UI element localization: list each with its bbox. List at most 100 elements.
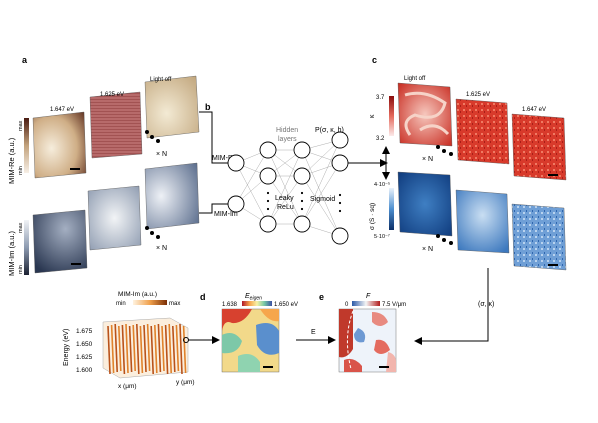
scale-bar [379, 366, 389, 368]
field-scale-min: 0 [345, 302, 349, 308]
spectrum-trace [161, 325, 165, 372]
network-edge [301, 139, 341, 225]
kappa-map-texture [404, 91, 450, 136]
network-node [227, 154, 245, 172]
cube-title: MIM-Im (a.u.) [118, 291, 157, 298]
network-node [259, 167, 277, 185]
cube-colorbar-max: max [169, 301, 180, 307]
arrow-e-label: E [311, 329, 316, 336]
network-edge [301, 175, 341, 237]
panel-a: MIM-Re (a.u.) MIM-Im (a.u.) max min max … [7, 75, 200, 276]
sigma-kappa-path [414, 268, 489, 345]
panel-e-title: F [366, 293, 371, 300]
c-tile-label-1625: 1.625 eV [466, 92, 490, 98]
ellipsis-dots-im [145, 226, 160, 239]
spectrum-trace [107, 325, 111, 375]
data-cube-3d: MIM-Im (a.u.) min max Energy (eV) 1.675 … [63, 291, 220, 390]
network-node [331, 131, 349, 149]
mim-im-axis-label: MIM-Im (a.u.) [7, 231, 16, 276]
network-node [259, 215, 277, 233]
times-n-kappa: × N [422, 156, 433, 163]
mim-im-colorbar [24, 220, 29, 275]
spectrum-trace [143, 324, 147, 373]
tile-label-light-off: Light off [150, 77, 172, 83]
tile-label-1647: 1.647 eV [50, 107, 74, 113]
spectrum-trace [150, 325, 154, 375]
tile-label-1625: 1.625 eV [100, 92, 124, 98]
spectrum-trace [146, 323, 151, 372]
scale-bar [71, 263, 81, 265]
sigma-map-1647 [511, 203, 567, 271]
input-label-im: MIM-Im [214, 211, 238, 218]
panel-label-d: d [200, 292, 206, 302]
kappa-map-1647 [511, 113, 567, 181]
connector-im [199, 203, 228, 214]
field-colorbar [352, 301, 380, 306]
times-n-im: × N [156, 245, 167, 252]
activation-sigmoid: Sigmoid [310, 196, 335, 203]
spectrum-trace [154, 324, 158, 374]
mim-re-map-1647 [32, 111, 87, 179]
sigma-colorbar [389, 188, 394, 230]
energy-tick-1625: 1.625 [76, 354, 93, 361]
activation-relu: ReLu [277, 204, 294, 211]
ellipsis-dots-sigma [436, 234, 453, 245]
connector-re [199, 111, 228, 164]
spectrum-trace [132, 324, 136, 372]
sigma-label: σ (S · sq) [369, 203, 376, 230]
spectrum-trace [168, 323, 172, 374]
network-node [293, 167, 311, 185]
panel-c: κ 3.7 3.2 σ (S · sq) 4·10⁻⁵ 5·10⁻⁷ Light… [369, 76, 567, 345]
scale-bar [70, 168, 80, 170]
mim-re-map-1625 [89, 91, 143, 159]
mim-im-map-1625 [87, 185, 142, 251]
spectrum-trace [164, 324, 169, 375]
sigma-map-1625 [455, 189, 510, 254]
mim-im-map-1647 [32, 209, 88, 274]
network-node [227, 195, 245, 213]
panel-label-e: e [319, 292, 324, 302]
eigen-scale-min: 1.638 [222, 302, 238, 308]
input-label-re: MIM-Re [212, 155, 237, 162]
sigma-map-light-off [397, 171, 453, 237]
network-nodes [227, 131, 349, 245]
spectrum-trace [128, 325, 133, 373]
mim-re-max: max [18, 120, 24, 131]
mim-re-min: min [18, 166, 24, 175]
scale-bar [263, 366, 273, 368]
spectrum-trace [182, 325, 187, 374]
hidden-layers-label-1: Hidden [276, 127, 298, 134]
kappa-min: 3.2 [376, 136, 385, 142]
spectrum-trace [136, 323, 140, 375]
network-edge [301, 149, 341, 237]
c-tile-label-light-off: Light off [404, 76, 426, 82]
mim-re-map-light-off [144, 75, 200, 139]
mim-im-max: max [18, 222, 24, 233]
y-axis-label: y (μm) [176, 379, 195, 386]
kappa-map-1625 [455, 98, 510, 165]
network-node [331, 154, 349, 172]
energy-tick-1600: 1.600 [76, 367, 93, 374]
network-edge [267, 149, 303, 225]
eigen-colorbar [242, 301, 272, 306]
spectrum-trace [121, 324, 126, 375]
sigma-max: 4·10⁻⁵ [374, 181, 390, 188]
network-edges [235, 139, 341, 237]
network-edge [301, 139, 341, 177]
ellipsis-dots-kappa [436, 145, 453, 156]
cube-colorbar [133, 300, 167, 305]
mim-re-colorbar [24, 118, 29, 173]
spectrum-trace [110, 324, 115, 374]
eigen-map-texture [222, 309, 279, 372]
hidden-layers-label-2: layers [278, 136, 297, 143]
panel-e: F 0 7.5 V/μm [338, 293, 406, 373]
network-node [293, 215, 311, 233]
sigma-min: 5·10⁻⁷ [374, 233, 390, 240]
network-node [293, 141, 311, 159]
mim-im-min: min [18, 265, 24, 274]
spectrum-trace [125, 323, 129, 374]
energy-tick-1650: 1.650 [76, 341, 93, 348]
times-n-sigma: × N [422, 246, 433, 253]
mim-im-map-light-off [144, 162, 200, 230]
